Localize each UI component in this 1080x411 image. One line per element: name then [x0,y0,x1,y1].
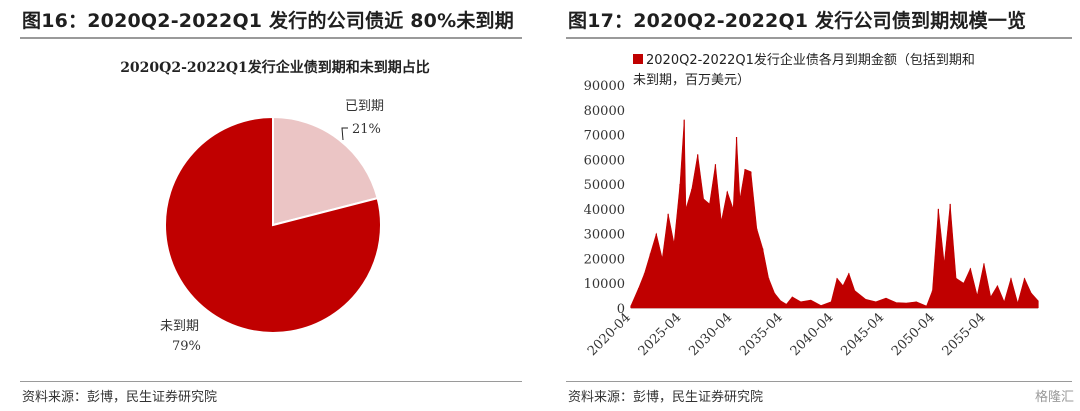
pie-slice-percent: 79% [172,339,201,354]
figure-16-title: 图16：2020Q2-2022Q1 发行的公司债近 80%未到期 [22,10,514,32]
x-tick-label: 2020-04 [585,310,634,359]
figure-17-title: 图17：2020Q2-2022Q1 发行公司债到期规模一览 [568,10,1027,32]
y-tick-label: 20000 [584,252,625,267]
pie-chart: 2020Q2-2022Q1发行企业债到期和未到期占比 已到期 21% 未到期 79% [120,59,430,354]
y-tick-label: 10000 [584,277,625,292]
x-tick-label: 2025-04 [636,310,685,359]
x-tick-label: 2045-04 [838,310,887,359]
y-tick-label: 50000 [584,178,625,193]
pie-slice-label: 已到期 [345,99,384,114]
pie-slice-matured [272,115,379,227]
figure-17-top-rule [566,37,1072,39]
y-tick-label: 70000 [584,129,625,144]
y-tick-label: 0 [617,302,625,317]
y-tick-label: 60000 [584,153,625,168]
x-tick-label: 2040-04 [788,310,837,359]
pie-slice-percent: 21% [352,122,381,137]
chart-axes: 0 10000 20000 30000 40000 50000 60000 70000 8000… [584,79,1038,359]
x-tick-label: 2035-04 [737,310,786,359]
x-tick-label: 2050-04 [889,310,938,359]
watermark-logo: 格隆汇 [1034,390,1074,405]
y-tick-label: 30000 [584,228,625,243]
pie-slice-label: 未到期 [160,319,199,334]
y-tick-label: 40000 [584,203,625,218]
area-chart: 2020Q2-2022Q1发行企业债各月到期金额（包括到期和 未到期，百万美元）… [584,52,1039,359]
pie-leader-line [341,127,348,141]
x-tick-label: 2030-04 [686,310,735,359]
pie-slices: 已到期 21% 未到期 79% [160,99,384,354]
legend-label-line-2: 未到期，百万美元） [633,73,750,88]
y-tick-label: 90000 [584,79,625,94]
figure-17-source: 资料来源：彭博，民生证券研究院 [568,390,764,405]
legend-label-line-1: 2020Q2-2022Q1发行企业债各月到期金额（包括到期和 [646,52,975,68]
x-tick-label: 2055-04 [940,310,989,359]
pie-slice-unmatured [164,115,382,334]
pie-chart-title: 2020Q2-2022Q1发行企业债到期和未到期占比 [120,59,430,76]
figure-16-bottom-rule [20,381,522,382]
plot-area [630,119,1039,309]
figure-16-source: 资料来源：彭博，民生证券研究院 [22,390,218,405]
figure-16-panel: 图16：2020Q2-2022Q1 发行的公司债近 80%未到期 2020Q2-… [0,0,530,411]
figure-17-panel: 图17：2020Q2-2022Q1 发行公司债到期规模一览 2020Q2-202… [546,0,1080,411]
figure-17-bottom-rule [566,381,1072,382]
figure-16-top-rule [20,37,522,39]
y-tick-label: 80000 [584,104,625,119]
legend-swatch [633,54,643,64]
